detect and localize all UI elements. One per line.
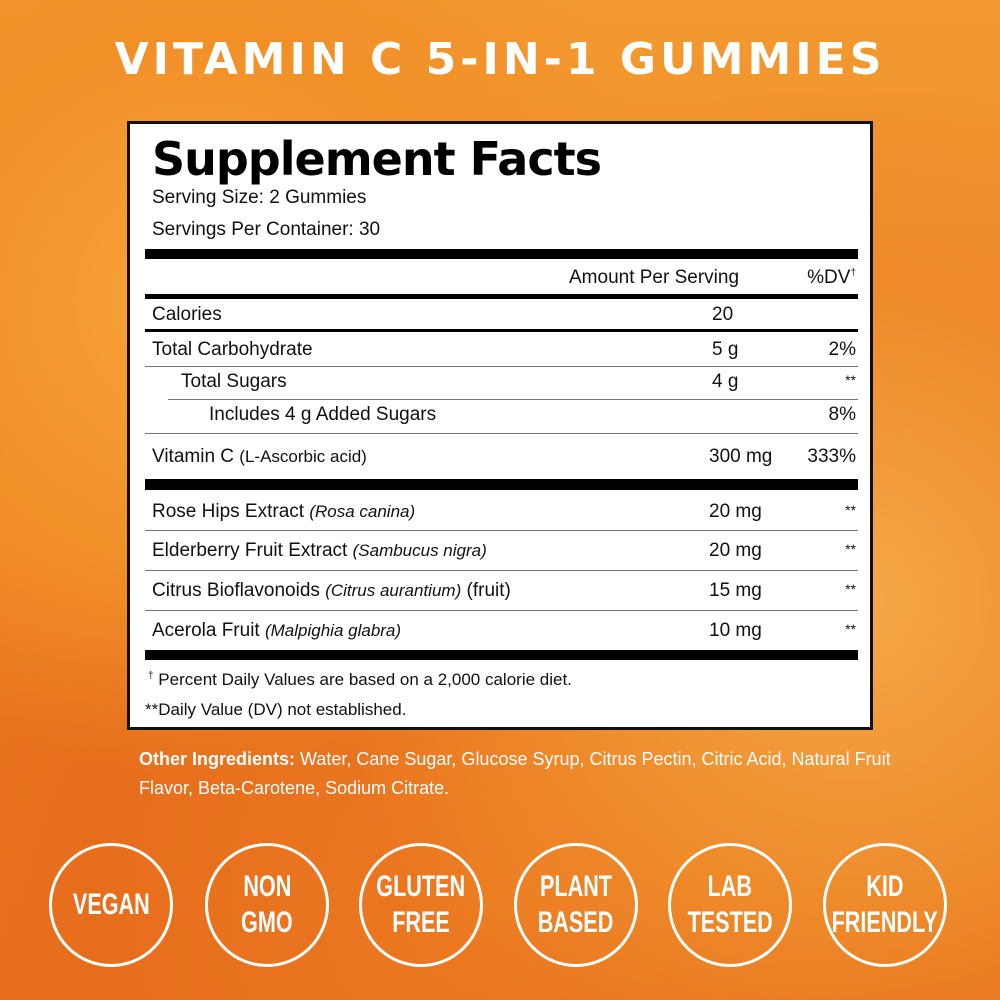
badge-kid-friendly: KID FRIENDLY (823, 843, 947, 967)
ingredient-part: (fruit) (466, 580, 511, 601)
badge-text: FREE (392, 906, 450, 939)
row-dv: 333% (807, 446, 856, 467)
other-ingredients-label: Other Ingredients: (139, 749, 296, 769)
ingredient-name: Citrus Bioflavonoids (152, 580, 320, 601)
divider (145, 433, 858, 434)
badge-text: GLUTEN (376, 870, 466, 903)
footnote-text: Percent Daily Values are based on a 2,00… (158, 670, 572, 689)
row-amount: 5 g (712, 339, 739, 360)
badge-gluten-free: GLUTEN FREE (359, 843, 483, 967)
product-title: VITAMIN C 5-IN-1 GUMMIES (114, 34, 886, 85)
facts-heading: Supplement Facts (152, 132, 602, 186)
ingredient-name: Acerola Fruit (152, 620, 260, 641)
badge-text: KID (866, 870, 904, 903)
divider (145, 479, 858, 490)
nutrient-name: Vitamin C (152, 446, 235, 467)
badge-text: VEGAN (72, 888, 150, 921)
badge-text: NON (242, 870, 291, 903)
serving-size: Serving Size: 2 Gummies (152, 187, 367, 208)
blend-row-amount: 10 mg (709, 620, 762, 641)
ingredient-name: Rose Hips Extract (152, 501, 305, 522)
divider (145, 530, 858, 531)
dv-label: %DV (807, 267, 851, 288)
divider (168, 399, 858, 400)
blend-row-name: Elderberry Fruit Extract (Sambucus nigra… (152, 540, 487, 562)
row-name: Calories (152, 304, 222, 325)
row-name: Vitamin C (L-Ascorbic acid) (152, 446, 367, 468)
latin-name: (Citrus aurantium) (325, 581, 462, 600)
blend-row-amount: 20 mg (709, 501, 762, 522)
other-ingredients: Other Ingredients: Water, Cane Sugar, Gl… (139, 745, 899, 803)
blend-row-dv: ** (845, 581, 856, 597)
divider (145, 249, 858, 259)
badge-text: TESTED (687, 906, 773, 939)
blend-row-amount: 20 mg (709, 540, 762, 561)
col-dv: %DV† (807, 267, 856, 289)
other-ingredients-text: Water, Cane Sugar, Glucose Syrup, Citrus… (139, 749, 891, 798)
nutrient-form: (L-Ascorbic acid) (239, 447, 367, 466)
row-amount: 4 g (712, 371, 739, 392)
row-name: Total Carbohydrate (152, 339, 313, 360)
footnote-not-established: **Daily Value (DV) not established. (145, 700, 407, 719)
badge-plant-based: PLANT BASED (514, 843, 638, 967)
row-amount: 20 (712, 304, 734, 325)
badge-vegan: VEGAN (49, 843, 173, 967)
col-amount: Amount Per Serving (569, 267, 740, 288)
blend-row-name: Rose Hips Extract (Rosa canina) (152, 501, 415, 523)
latin-name: (Malpighia glabra) (264, 621, 402, 640)
badge-text: FRIENDLY (831, 906, 939, 939)
blend-row-name: Citrus Bioflavonoids (Citrus aurantium) … (152, 580, 511, 602)
row-dv: 2% (828, 339, 856, 360)
badge-text: LAB (707, 870, 753, 903)
blend-row-dv: ** (845, 621, 856, 637)
dagger: † (850, 267, 856, 279)
blend-row-amount: 15 mg (709, 580, 762, 601)
badge-text: PLANT (540, 870, 612, 903)
row-amount: 300 mg (709, 446, 773, 467)
divider (145, 294, 858, 299)
latin-name: (Rosa canina) (309, 502, 416, 521)
dagger: † (148, 670, 154, 682)
badge-lab-tested: LAB TESTED (668, 843, 792, 967)
latin-name: (Sambucus nigra) (352, 541, 487, 560)
divider (145, 610, 858, 611)
badge-text: BASED (538, 906, 614, 939)
badge-non-gmo: NON GMO (205, 843, 329, 967)
servings-per-container: Servings Per Container: 30 (152, 219, 381, 240)
ingredient-name: Elderberry Fruit Extract (152, 540, 348, 561)
divider (145, 329, 858, 332)
blend-row-dv: ** (845, 502, 856, 518)
blend-row-name: Acerola Fruit (Malpighia glabra) (152, 620, 401, 642)
supplement-facts-panel: Supplement Facts Serving Size: 2 Gummies… (127, 121, 873, 730)
row-name: Includes 4 g Added Sugars (209, 404, 437, 425)
row-dv: 8% (828, 404, 856, 425)
badge-text: GMO (241, 906, 293, 939)
row-name: Total Sugars (181, 371, 287, 392)
divider (145, 650, 858, 660)
row-dv: ** (845, 372, 856, 388)
divider (145, 366, 858, 367)
footnote-dv: † Percent Daily Values are based on a 2,… (148, 670, 572, 690)
blend-row-dv: ** (845, 541, 856, 557)
divider (145, 570, 858, 571)
